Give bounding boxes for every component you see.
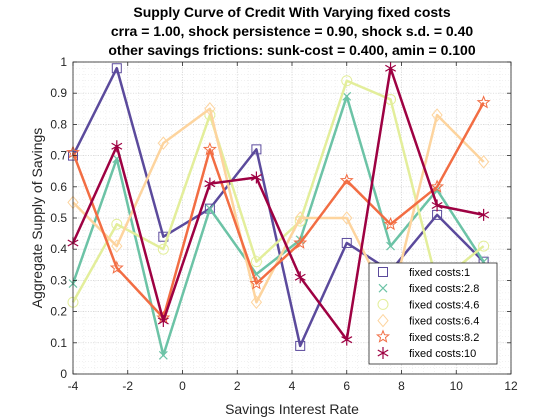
chart-title-line-3: other savings frictions: sunk-cost = 0.4… <box>108 42 475 58</box>
x-tick-label: 12 <box>504 379 518 393</box>
data-point <box>294 271 306 284</box>
legend-item: fixed costs:6.4 <box>377 313 479 328</box>
data-point <box>430 179 445 193</box>
data-point <box>342 91 352 101</box>
data-point <box>386 241 395 251</box>
legend-item: fixed costs:2.8 <box>378 283 479 295</box>
data-point <box>157 243 169 255</box>
y-tick-label: 0.7 <box>50 149 67 163</box>
data-point <box>202 141 217 156</box>
data-point <box>341 211 353 225</box>
data-point <box>250 256 262 268</box>
x-tick-label: 10 <box>450 379 464 393</box>
legend-item: fixed costs:10 <box>377 347 476 360</box>
data-point <box>294 211 306 225</box>
data-point <box>477 155 490 169</box>
chart-title-line-2: crra = 1.00, shock persistence = 0.90, s… <box>111 23 473 39</box>
y-tick-label: 0.3 <box>50 273 67 287</box>
data-point <box>431 108 443 122</box>
legend-marker <box>378 267 388 277</box>
data-point <box>204 203 215 214</box>
legend-label: fixed costs:10 <box>409 348 476 360</box>
data-point <box>158 350 168 360</box>
y-tick-label: 0 <box>60 367 67 381</box>
data-point <box>111 218 123 230</box>
y-axis-label: Aggregate Supply of Savings <box>29 128 45 309</box>
data-point <box>385 62 397 75</box>
legend-label: fixed costs:8.2 <box>409 332 479 344</box>
data-point <box>341 75 353 87</box>
data-point <box>111 239 123 253</box>
data-point <box>157 136 169 150</box>
data-point <box>383 216 398 231</box>
data-point <box>205 204 215 214</box>
data-point <box>204 177 216 190</box>
series-line <box>71 66 485 348</box>
data-point <box>431 199 443 212</box>
y-tick-label: 0.8 <box>50 117 67 131</box>
x-axis-label: Savings Interest Rate <box>225 401 359 417</box>
data-point <box>476 95 491 109</box>
ticks <box>72 61 512 375</box>
x-tick-label: 6 <box>343 379 350 393</box>
chart-title-line-1: Supply Curve of Credit With Varying fixe… <box>133 4 450 20</box>
legend-marker <box>377 313 389 328</box>
y-tick-label: 0.2 <box>50 305 67 319</box>
y-tick-label: 0.9 <box>50 86 67 100</box>
legend-box <box>368 262 498 365</box>
series-line <box>71 95 485 357</box>
y-tick-label: 0.5 <box>50 211 67 225</box>
x-tick-label: 2 <box>234 379 241 393</box>
x-tick-label: -4 <box>68 379 79 393</box>
y-tick-label: 1 <box>60 55 67 69</box>
data-point <box>111 63 122 74</box>
data-point <box>295 235 305 245</box>
data-point <box>478 240 490 252</box>
tick-labels: -4 -2 0 2 4 6 8 10 12 0 0.1 0.2 0.3 0.4 0.5 0.6 0.7 0.8 0.… <box>50 55 518 393</box>
y-tick-label: 0.6 <box>50 180 67 194</box>
legend-label: fixed costs:4.6 <box>409 299 479 311</box>
series-5 <box>65 95 491 324</box>
series-line <box>71 66 484 341</box>
data-point <box>478 208 490 221</box>
data-point <box>157 314 169 327</box>
legend-item: fixed costs:4.6 <box>377 298 479 311</box>
data-point <box>341 237 352 248</box>
legend-item: fixed costs:1 <box>378 267 470 279</box>
legend-item: fixed costs:8.2 <box>375 329 479 344</box>
legend-label: fixed costs:6.4 <box>409 316 479 328</box>
legend-marker <box>377 347 389 359</box>
series-line <box>72 107 485 307</box>
data-point <box>294 215 306 227</box>
x-tick-label: -2 <box>122 379 133 393</box>
data-point <box>293 235 308 249</box>
legend: fixed costs:1 fixed costs:2.8 fixed costs:… <box>368 262 498 365</box>
data-point <box>204 102 216 116</box>
legend-marker <box>377 298 389 310</box>
y-tick-label: 0.4 <box>50 242 67 256</box>
data-point <box>251 144 262 155</box>
legend-label: fixed costs:2.8 <box>409 283 479 295</box>
x-tick-label: 8 <box>398 379 405 393</box>
series-line <box>71 101 485 320</box>
x-tick-label: 0 <box>179 379 186 393</box>
data-point <box>111 140 123 153</box>
data-point <box>341 333 353 346</box>
y-tick-label: 0.1 <box>50 336 67 350</box>
data-point <box>249 276 264 290</box>
data-point <box>295 340 306 351</box>
x-tick-label: 4 <box>289 379 296 393</box>
series-6 <box>67 62 490 346</box>
legend-marker <box>375 329 391 343</box>
data-point <box>109 260 124 274</box>
data-point <box>250 171 262 184</box>
series-layer <box>65 62 491 360</box>
legend-label: fixed costs:1 <box>409 267 470 279</box>
legend-marker <box>378 283 388 293</box>
data-point <box>339 173 354 187</box>
series-2 <box>68 91 489 360</box>
data-point <box>250 295 263 310</box>
